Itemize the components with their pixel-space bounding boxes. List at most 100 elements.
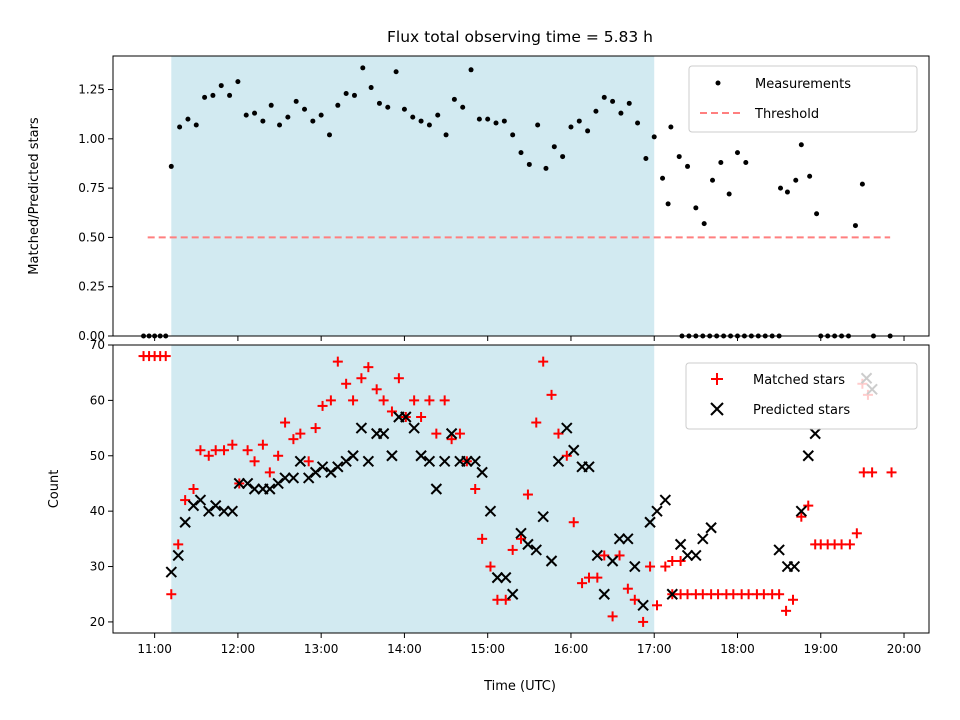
measurements-point	[202, 94, 208, 100]
matched-stars-point	[195, 445, 206, 456]
predicted-stars-point	[294, 455, 307, 468]
measurements-point	[485, 116, 491, 122]
matched-stars-point	[886, 467, 897, 478]
x-axis-label: Time (UTC)	[483, 679, 556, 694]
top-panel: 0.00 0.25 0.50 0.75 1.00 1.25 Flux total obse…	[27, 28, 930, 343]
measurements-point	[435, 112, 441, 118]
matched-stars-point	[325, 395, 336, 406]
bottom-y-tick-label: 60	[90, 393, 105, 407]
predicted-stars-point	[377, 427, 390, 440]
matched-stars-point	[660, 561, 671, 572]
predicted-stars-point	[500, 571, 512, 584]
matched-stars-point	[378, 395, 389, 406]
measurements-point	[277, 122, 283, 128]
bottom-y-tick-label: 70	[90, 338, 105, 352]
matched-stars-point	[416, 412, 427, 422]
predicted-stars-point	[355, 422, 368, 434]
x-tick-label: 18:00	[720, 642, 755, 656]
top-y-tick-label: 1.25	[78, 83, 105, 97]
measurements-point	[177, 124, 183, 130]
measurements-point	[293, 98, 299, 104]
measurements-point	[343, 90, 349, 96]
measurements-point	[665, 201, 671, 207]
matched-stars-point	[264, 467, 275, 478]
matched-stars-point	[160, 351, 171, 362]
matched-stars-point	[227, 439, 238, 450]
predicted-stars-point	[172, 549, 184, 562]
legend-label-predicted-stars: Predicted stars	[753, 403, 850, 418]
measurements-point	[601, 94, 607, 100]
measurements-point	[168, 163, 174, 169]
predicted-stars-point	[423, 455, 436, 468]
measurements-point	[518, 150, 524, 156]
matched-stars-point	[522, 489, 533, 500]
predicted-stars-point	[659, 494, 672, 506]
predicted-stars-point	[408, 422, 420, 434]
matched-stars-point	[538, 356, 549, 367]
measurements-point	[701, 221, 707, 227]
matched-stars-point	[645, 561, 656, 572]
measurements-point	[393, 69, 399, 75]
measurements-point	[543, 165, 549, 171]
measurements-point	[560, 154, 566, 160]
predicted-stars-point	[248, 483, 261, 495]
bottom-plot-marks	[138, 351, 897, 627]
matched-stars-point	[371, 384, 382, 395]
predicted-stars-point	[629, 560, 641, 573]
matched-stars-point	[516, 533, 526, 544]
top-y-tick-label: 0.50	[78, 230, 105, 244]
measurements-point	[368, 85, 374, 91]
measurements-point	[385, 104, 391, 110]
predicted-stars-point	[209, 499, 222, 512]
measurements-point	[668, 124, 674, 130]
matched-stars-point	[249, 456, 260, 467]
top-highlight-span	[171, 56, 655, 336]
measurements-point	[526, 161, 532, 167]
matched-stars-point	[867, 467, 878, 478]
matched-stars-point	[568, 517, 579, 528]
x-tick-label: 15:00	[470, 642, 505, 656]
matched-stars-point	[781, 605, 792, 616]
x-tick-label: 13:00	[304, 642, 339, 656]
matched-stars-point	[188, 484, 199, 494]
bottom-y-ticks: 20 30 40 50 60 70	[90, 338, 113, 629]
measurements-point	[651, 134, 657, 140]
matched-stars-point	[273, 450, 284, 461]
matched-stars-point	[803, 500, 814, 511]
measurements-point	[227, 92, 233, 98]
top-legend: Measurements Threshold	[688, 65, 918, 133]
top-y-axis-label: Matched/Predicted stars	[27, 117, 42, 275]
measurements-point	[535, 122, 541, 128]
predicted-stars-point	[651, 505, 663, 517]
predicted-stars-point	[697, 533, 709, 545]
measurements-point	[576, 118, 582, 124]
matched-stars-point	[295, 428, 306, 439]
predicted-stars-point	[347, 450, 359, 462]
measurements-point	[468, 67, 474, 73]
matched-stars-point	[409, 395, 420, 406]
matched-stars-point	[386, 406, 397, 417]
matched-stars-point	[288, 434, 299, 445]
x-tick-label: 20:00	[887, 642, 922, 656]
measurements-point	[635, 120, 641, 126]
measurements-point	[351, 92, 357, 98]
measurements-point	[318, 112, 324, 118]
matched-stars-point	[393, 373, 404, 384]
measurements-point	[793, 177, 799, 183]
predicted-stars-point	[674, 538, 687, 551]
matched-stars-point	[454, 428, 465, 439]
predicted-stars-point	[179, 516, 191, 528]
matched-stars-point	[341, 378, 352, 389]
predicted-stars-point	[773, 544, 785, 556]
predicted-stars-point	[218, 505, 230, 517]
predicted-stars-point	[415, 450, 427, 462]
matched-stars-point	[638, 616, 649, 627]
top-y-tick-label: 1.00	[78, 132, 105, 146]
matched-stars-point	[561, 450, 572, 461]
bottom-y-tick-label: 50	[90, 449, 105, 463]
predicted-stars-point	[438, 455, 451, 468]
measurements-point	[443, 132, 449, 138]
matched-stars-point	[599, 550, 610, 561]
matched-stars-point	[470, 484, 481, 494]
